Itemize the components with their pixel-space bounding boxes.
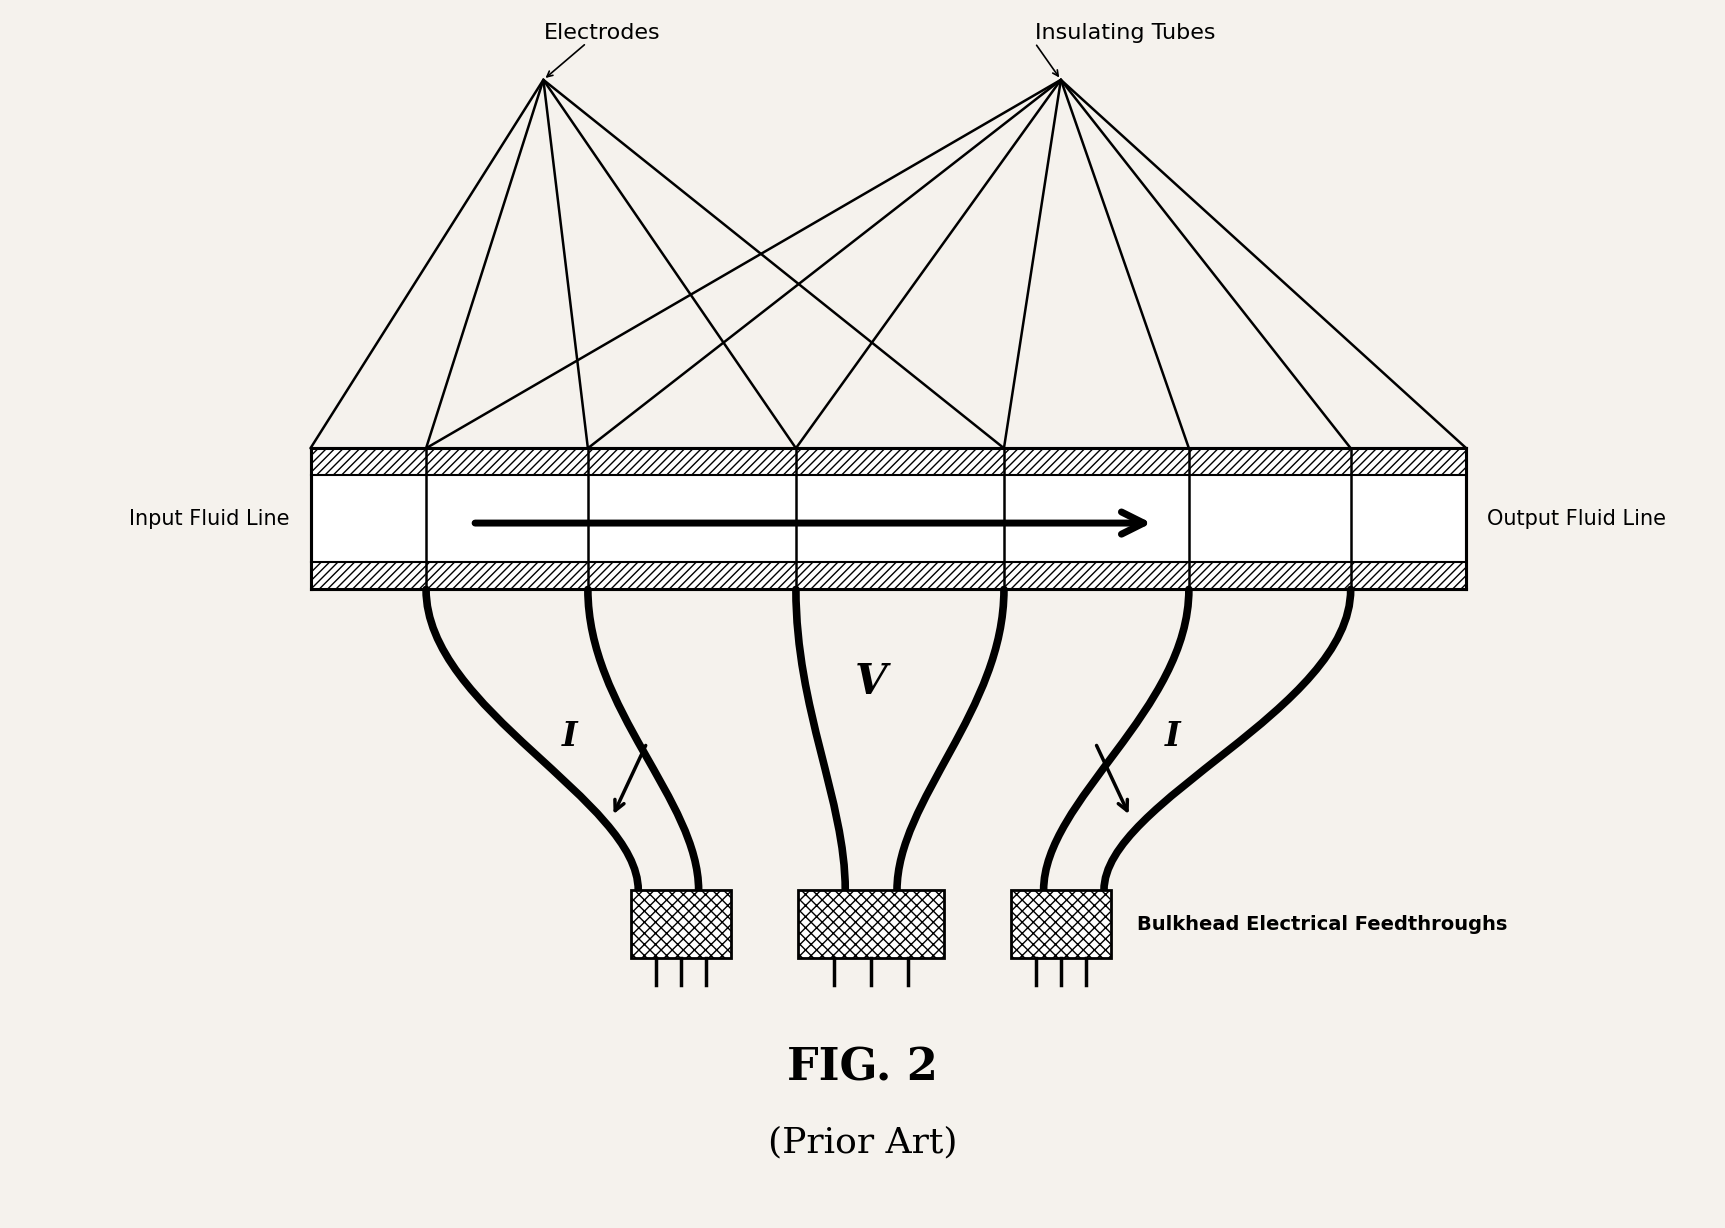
Text: Electrodes: Electrodes	[543, 23, 661, 43]
Text: I: I	[1164, 721, 1182, 753]
Text: Insulating Tubes: Insulating Tubes	[1035, 23, 1216, 43]
Text: Bulkhead Electrical Feedthroughs: Bulkhead Electrical Feedthroughs	[1137, 915, 1508, 933]
Text: I: I	[561, 721, 578, 753]
Text: (Prior Art): (Prior Art)	[768, 1125, 957, 1159]
Bar	[310, 562, 1466, 589]
Text: FIG. 2: FIG. 2	[787, 1046, 938, 1090]
Bar	[310, 448, 1466, 475]
Bar	[631, 890, 731, 958]
Bar	[1011, 890, 1111, 958]
Text: Output Fluid Line: Output Fluid Line	[1487, 508, 1666, 529]
Bar	[310, 448, 1466, 589]
Text: Input Fluid Line: Input Fluid Line	[129, 508, 290, 529]
Text: V: V	[856, 661, 887, 702]
Bar	[797, 890, 945, 958]
